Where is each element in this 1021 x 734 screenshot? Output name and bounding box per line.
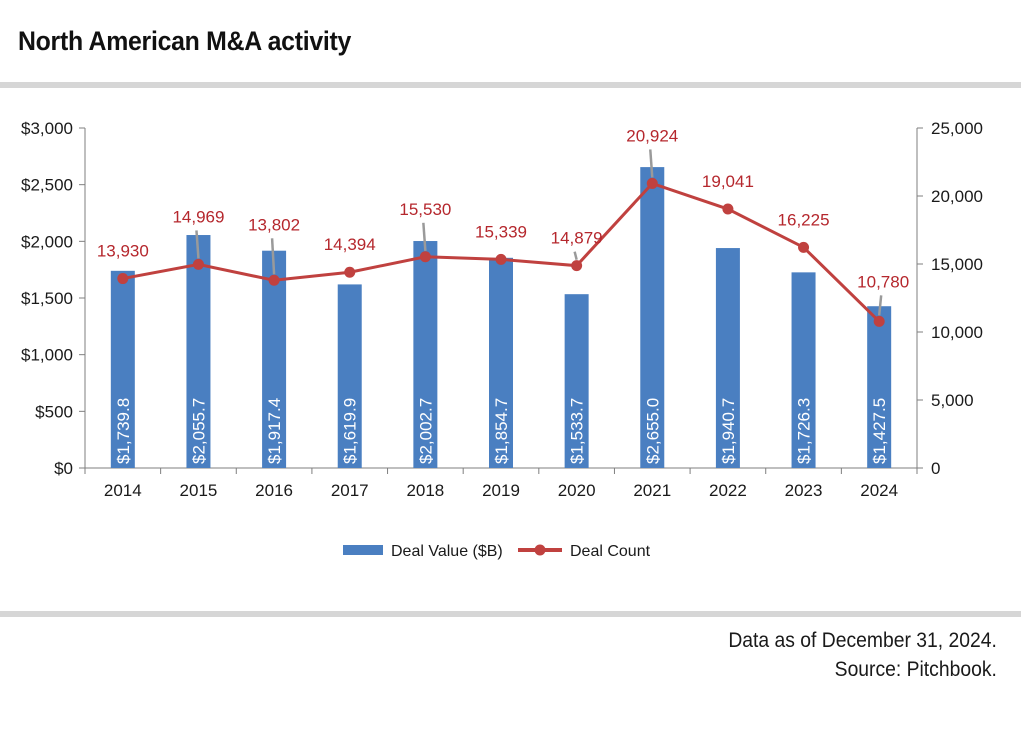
deal-value-bar xyxy=(715,248,740,468)
right-tick-label: 10,000 xyxy=(931,323,983,342)
deal-count-point xyxy=(798,241,810,253)
legend-swatch-deal-value xyxy=(343,545,383,555)
leader-lines xyxy=(195,149,883,316)
deal-value-label: $1,427.5 xyxy=(870,398,889,464)
deal-value-label: $1,940.7 xyxy=(719,398,738,464)
deal-value-label: $1,619.9 xyxy=(341,398,360,464)
deal-count-point xyxy=(495,253,507,265)
deal-value-label: $2,002.7 xyxy=(416,398,435,464)
deal-value-bar xyxy=(564,294,589,468)
deal-value-label: $1,854.7 xyxy=(492,398,511,464)
left-tick-label: $2,000 xyxy=(21,232,73,251)
deal-count-point xyxy=(192,258,204,270)
source-note: Source: Pitchbook. xyxy=(834,658,997,681)
deal-count-label: 20,924 xyxy=(626,126,678,145)
deal-value-bar xyxy=(489,257,513,468)
deal-value-label: $2,055.7 xyxy=(189,398,208,464)
bars xyxy=(110,167,892,468)
legend-marker-deal-count xyxy=(534,544,546,556)
deal-value-bar xyxy=(186,235,211,468)
x-tick-label: 2021 xyxy=(633,481,671,500)
x-tick-label: 2019 xyxy=(482,481,520,500)
deal-count-label: 14,394 xyxy=(324,235,376,254)
x-tick-label: 2024 xyxy=(860,481,898,500)
right-tick-label: 25,000 xyxy=(931,119,983,138)
leader-line xyxy=(573,251,578,260)
right-tick-label: 20,000 xyxy=(931,187,983,206)
right-tick-label: 15,000 xyxy=(931,255,983,274)
leader-line xyxy=(649,149,654,178)
legend-label-deal-value: Deal Value ($B) xyxy=(391,543,503,560)
x-tick-label: 2016 xyxy=(255,481,293,500)
x-tick-label: 2015 xyxy=(180,481,218,500)
deal-value-bar xyxy=(791,272,816,468)
data-as-of-note: Data as of December 31, 2024. xyxy=(728,629,997,652)
x-tick-label: 2014 xyxy=(104,481,142,500)
deal-count-label: 19,041 xyxy=(702,172,754,191)
leader-line xyxy=(195,230,200,259)
bar-labels: $1,739.8 $2,055.7 $1,917.4 $1,619.9 $2,002.7… xyxy=(114,398,889,464)
deal-count-point xyxy=(873,315,885,327)
x-tick-label: 2018 xyxy=(406,481,444,500)
x-tick-label: 2022 xyxy=(709,481,747,500)
deal-value-label: $1,917.4 xyxy=(265,398,284,464)
deal-value-bar xyxy=(337,284,362,468)
leader-line xyxy=(877,295,883,316)
left-tick-label: $0 xyxy=(54,459,73,478)
deal-value-bar xyxy=(413,241,438,468)
leader-line xyxy=(422,222,427,251)
left-tick-label: $500 xyxy=(35,402,73,421)
deal-count-label: 10,780 xyxy=(857,272,909,291)
deal-value-label: $1,739.8 xyxy=(114,398,133,464)
x-tick-label: 2020 xyxy=(558,481,596,500)
left-tick-label: $2,500 xyxy=(21,176,73,195)
left-tick-label: $1,500 xyxy=(21,289,73,308)
right-tick-label: 5,000 xyxy=(931,391,974,410)
top-divider xyxy=(0,82,1021,88)
axes: $0 $500 $1,000 $1,500 $2,000 $2,500 $3,000 0 5,0… xyxy=(21,119,983,500)
deal-count-labels: 13,930 14,969 13,802 14,394 15,530 15,339 14,8… xyxy=(97,126,909,291)
deal-value-bar xyxy=(262,250,287,468)
deal-value-bar xyxy=(640,167,665,468)
deal-value-label: $1,533.7 xyxy=(568,398,587,464)
chart: $0 $500 $1,000 $1,500 $2,000 $2,500 $3,000 0 5,0… xyxy=(21,119,983,560)
deal-value-label: $1,726.3 xyxy=(795,398,814,464)
deal-count-label: 13,802 xyxy=(248,215,300,234)
left-tick-label: $3,000 xyxy=(21,119,73,138)
deal-count-label: 14,879 xyxy=(551,229,603,248)
deal-count-point xyxy=(419,251,431,263)
deal-value-bar xyxy=(867,306,892,468)
deal-count-point xyxy=(571,260,583,272)
deal-count-label: 15,339 xyxy=(475,222,527,241)
page-title: North American M&A activity xyxy=(18,26,352,56)
deal-value-bar xyxy=(110,270,135,468)
x-tick-label: 2017 xyxy=(331,481,369,500)
bottom-divider xyxy=(0,611,1021,617)
footnote: Data as of December 31, 2024. Source: Pi… xyxy=(729,626,997,684)
deal-count-point xyxy=(117,273,129,285)
deal-count-label: 13,930 xyxy=(97,242,149,261)
deal-count-point xyxy=(344,266,356,278)
deal-value-label: $2,655.0 xyxy=(643,398,662,464)
deal-count-point xyxy=(646,177,658,189)
left-tick-label: $1,000 xyxy=(21,346,73,365)
deal-count-point xyxy=(268,274,280,286)
deal-count-label: 14,969 xyxy=(172,207,224,226)
x-tick-label: 2023 xyxy=(785,481,823,500)
deal-count-label: 16,225 xyxy=(778,210,830,229)
deal-count-line xyxy=(117,177,885,327)
legend: Deal Value ($B) Deal Count xyxy=(343,543,651,560)
deal-count-label: 15,530 xyxy=(399,200,451,219)
deal-count-point xyxy=(722,203,734,215)
leader-line xyxy=(270,238,276,275)
legend-label-deal-count: Deal Count xyxy=(570,543,651,560)
right-tick-label: 0 xyxy=(931,459,940,478)
